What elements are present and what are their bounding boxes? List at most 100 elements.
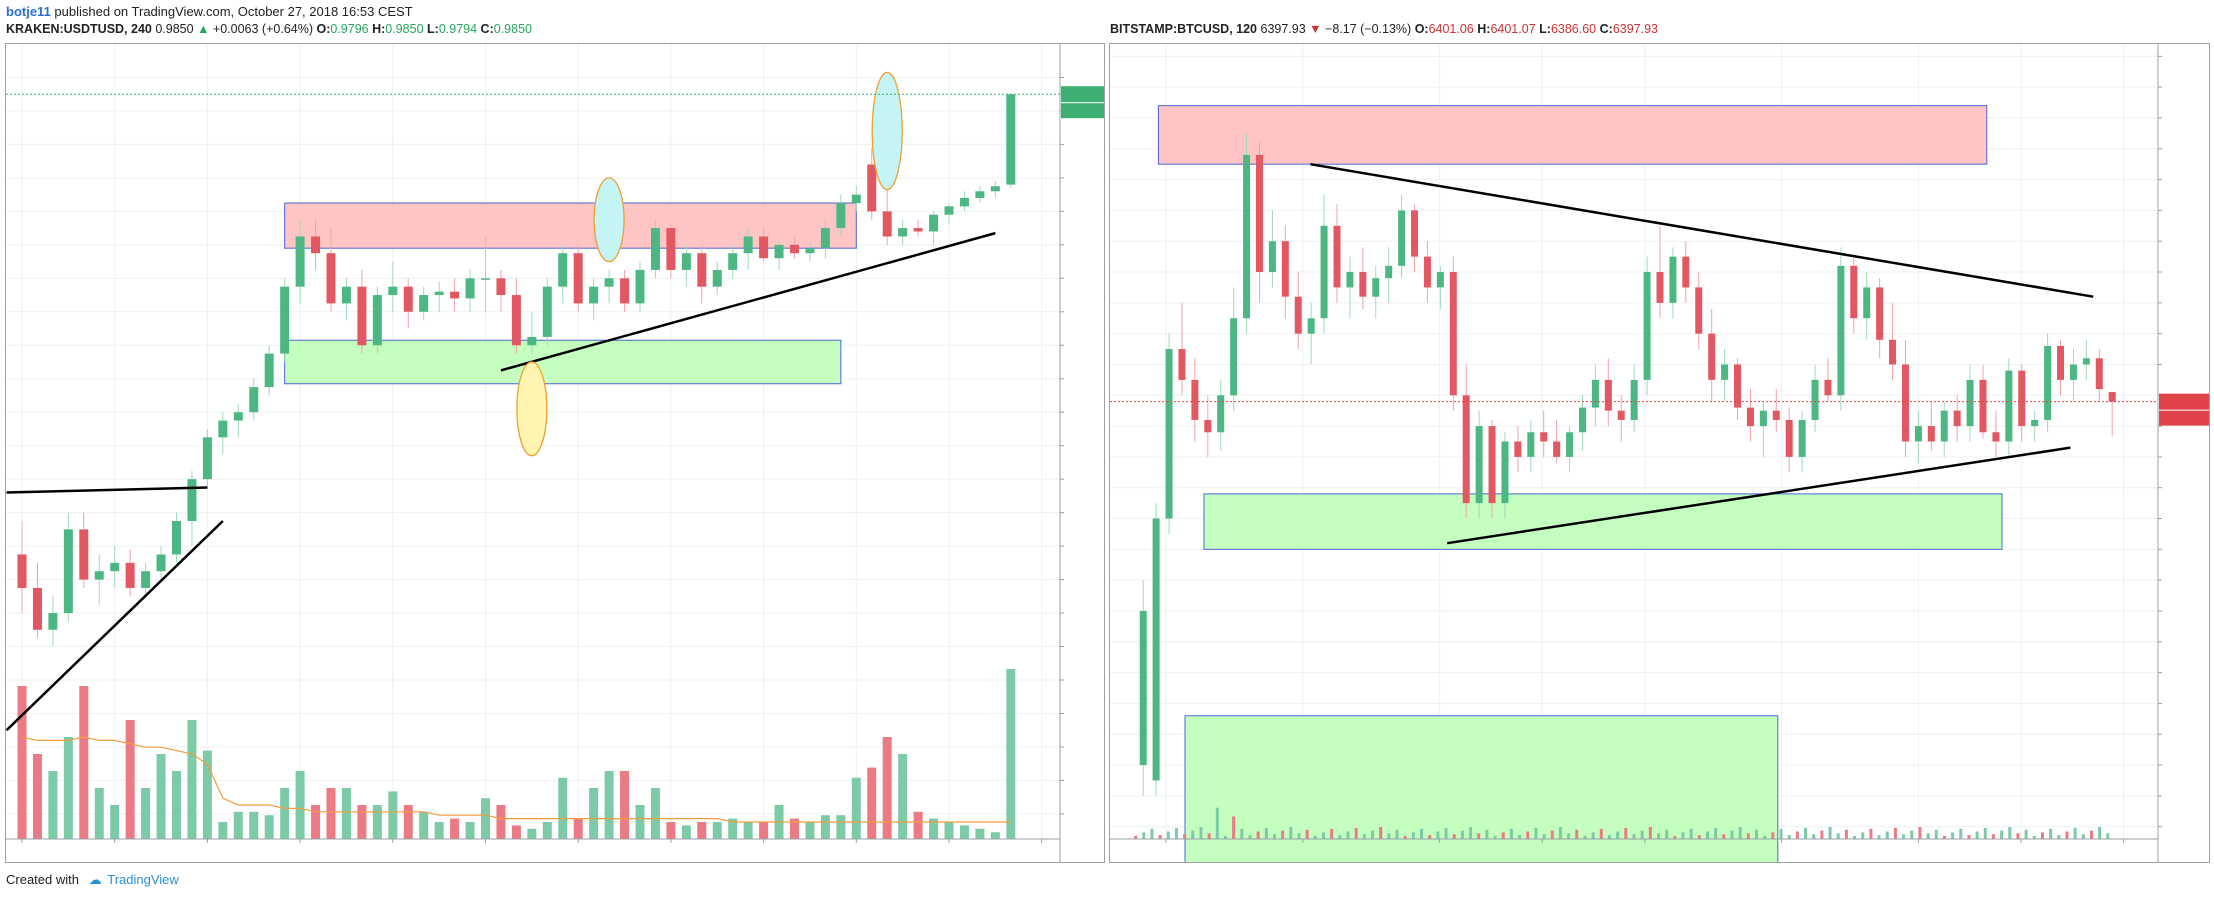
volume-bar	[2008, 827, 2012, 839]
volume-bar	[558, 777, 568, 839]
left-symbol-info: KRAKEN:USDTUSD, 240 0.9850 ▲ +0.0063 (+0…	[6, 22, 532, 36]
resistance-zone	[1157, 105, 1988, 165]
candle-body	[1940, 410, 1948, 442]
volume-bar	[1567, 833, 1571, 839]
volume-bar	[32, 754, 42, 839]
volume-bar	[1428, 835, 1432, 839]
highlight-ellipse	[593, 177, 625, 263]
volume-bar	[372, 805, 382, 839]
candle-body	[79, 529, 89, 580]
volume-bar	[1272, 834, 1276, 839]
volume-bar	[573, 818, 583, 839]
candle-body	[697, 253, 707, 287]
publish-header: botje11 published on TradingView.com, Oc…	[6, 4, 413, 19]
candle-body	[2108, 392, 2116, 402]
candle-body	[1695, 287, 1703, 334]
volume-bar	[759, 822, 769, 839]
volume-bar	[1869, 828, 1873, 839]
volume-bar	[1346, 831, 1350, 839]
volume-bar	[1174, 827, 1178, 839]
candle-body	[913, 228, 923, 232]
candle-body	[1501, 441, 1509, 504]
candle-body	[2095, 358, 2103, 390]
tradingview-link[interactable]: TradingView	[107, 872, 179, 887]
volume-bar	[836, 815, 846, 839]
candle-body	[1217, 395, 1225, 433]
volume-bar	[1828, 827, 1832, 839]
volume-bar	[867, 767, 877, 839]
volume-bar	[1469, 827, 1473, 839]
volume-bar	[805, 822, 815, 839]
candle-body	[867, 164, 877, 212]
candle-body	[1811, 379, 1819, 420]
trendline	[1310, 162, 2094, 298]
left-chart-panel[interactable]	[5, 43, 1106, 863]
candle-body	[527, 336, 537, 346]
volume-bar	[1134, 836, 1138, 839]
candle-body	[712, 269, 722, 287]
volume-bar	[604, 771, 614, 839]
candle-body	[2057, 345, 2065, 380]
c-label: C:	[1599, 22, 1613, 36]
volume-bar	[2106, 833, 2110, 839]
volume-bar	[202, 750, 212, 839]
candle-body	[1850, 265, 1858, 319]
volume-bar	[542, 822, 552, 839]
candle-body	[1759, 410, 1767, 427]
left-chart[interactable]	[5, 44, 1106, 862]
volume-bar	[2000, 830, 2004, 839]
candle-body	[1191, 379, 1199, 420]
volume-bar	[1706, 831, 1709, 839]
volume-bar	[481, 798, 490, 839]
candle-body	[1591, 379, 1599, 408]
volume-bar	[1558, 827, 1562, 839]
volume-bar	[1248, 835, 1252, 839]
candle-body	[975, 191, 985, 198]
trendline	[5, 520, 224, 732]
candle-body	[851, 194, 861, 203]
candle-body	[573, 253, 583, 304]
last-price-tag	[1061, 86, 1106, 103]
volume-bar	[48, 771, 58, 839]
volume-bar	[1583, 836, 1587, 839]
volume-bar	[1289, 827, 1293, 839]
volume-bar	[1509, 828, 1513, 839]
candle-body	[496, 278, 506, 296]
volume-bar	[1967, 835, 1971, 839]
candle-body	[1553, 441, 1561, 457]
right-chart-panel[interactable]	[1109, 43, 2210, 880]
candle-body	[1449, 272, 1457, 396]
volume-bar	[511, 825, 521, 839]
candle-body	[202, 437, 212, 480]
volume-bar	[419, 811, 429, 839]
candle-body	[1630, 379, 1638, 420]
volume-bar	[913, 811, 923, 839]
candle-body	[1527, 432, 1535, 457]
volume-bar	[1665, 829, 1669, 839]
right-last: 6397.93	[1260, 22, 1306, 36]
volume-bar	[326, 788, 336, 839]
right-high: 6401.07	[1490, 22, 1536, 36]
volume-bar	[249, 811, 259, 839]
volume-bar	[264, 815, 274, 839]
author-link[interactable]: botje11	[6, 4, 51, 19]
candle-body	[1346, 272, 1354, 288]
left-change: +0.0063 (+0.64%)	[212, 22, 313, 36]
candle-body	[357, 286, 367, 346]
volume-bar	[496, 805, 506, 839]
candle-body	[125, 562, 135, 588]
volume-bar	[1885, 831, 1889, 839]
volume-bar	[1755, 829, 1759, 839]
volume-bar	[110, 805, 120, 839]
volume-bar	[1779, 828, 1783, 839]
candle-body	[511, 295, 521, 346]
right-chart[interactable]	[1110, 44, 2209, 880]
volume-bar	[1518, 835, 1522, 839]
candle-body	[1139, 610, 1147, 766]
volume-bar	[1158, 835, 1162, 839]
tradingview-logo-icon[interactable]: ☁	[88, 872, 102, 887]
candle-body	[465, 278, 475, 299]
volume-bar	[1853, 836, 1857, 839]
volume-bar	[944, 822, 954, 839]
candle-body	[1798, 419, 1806, 457]
